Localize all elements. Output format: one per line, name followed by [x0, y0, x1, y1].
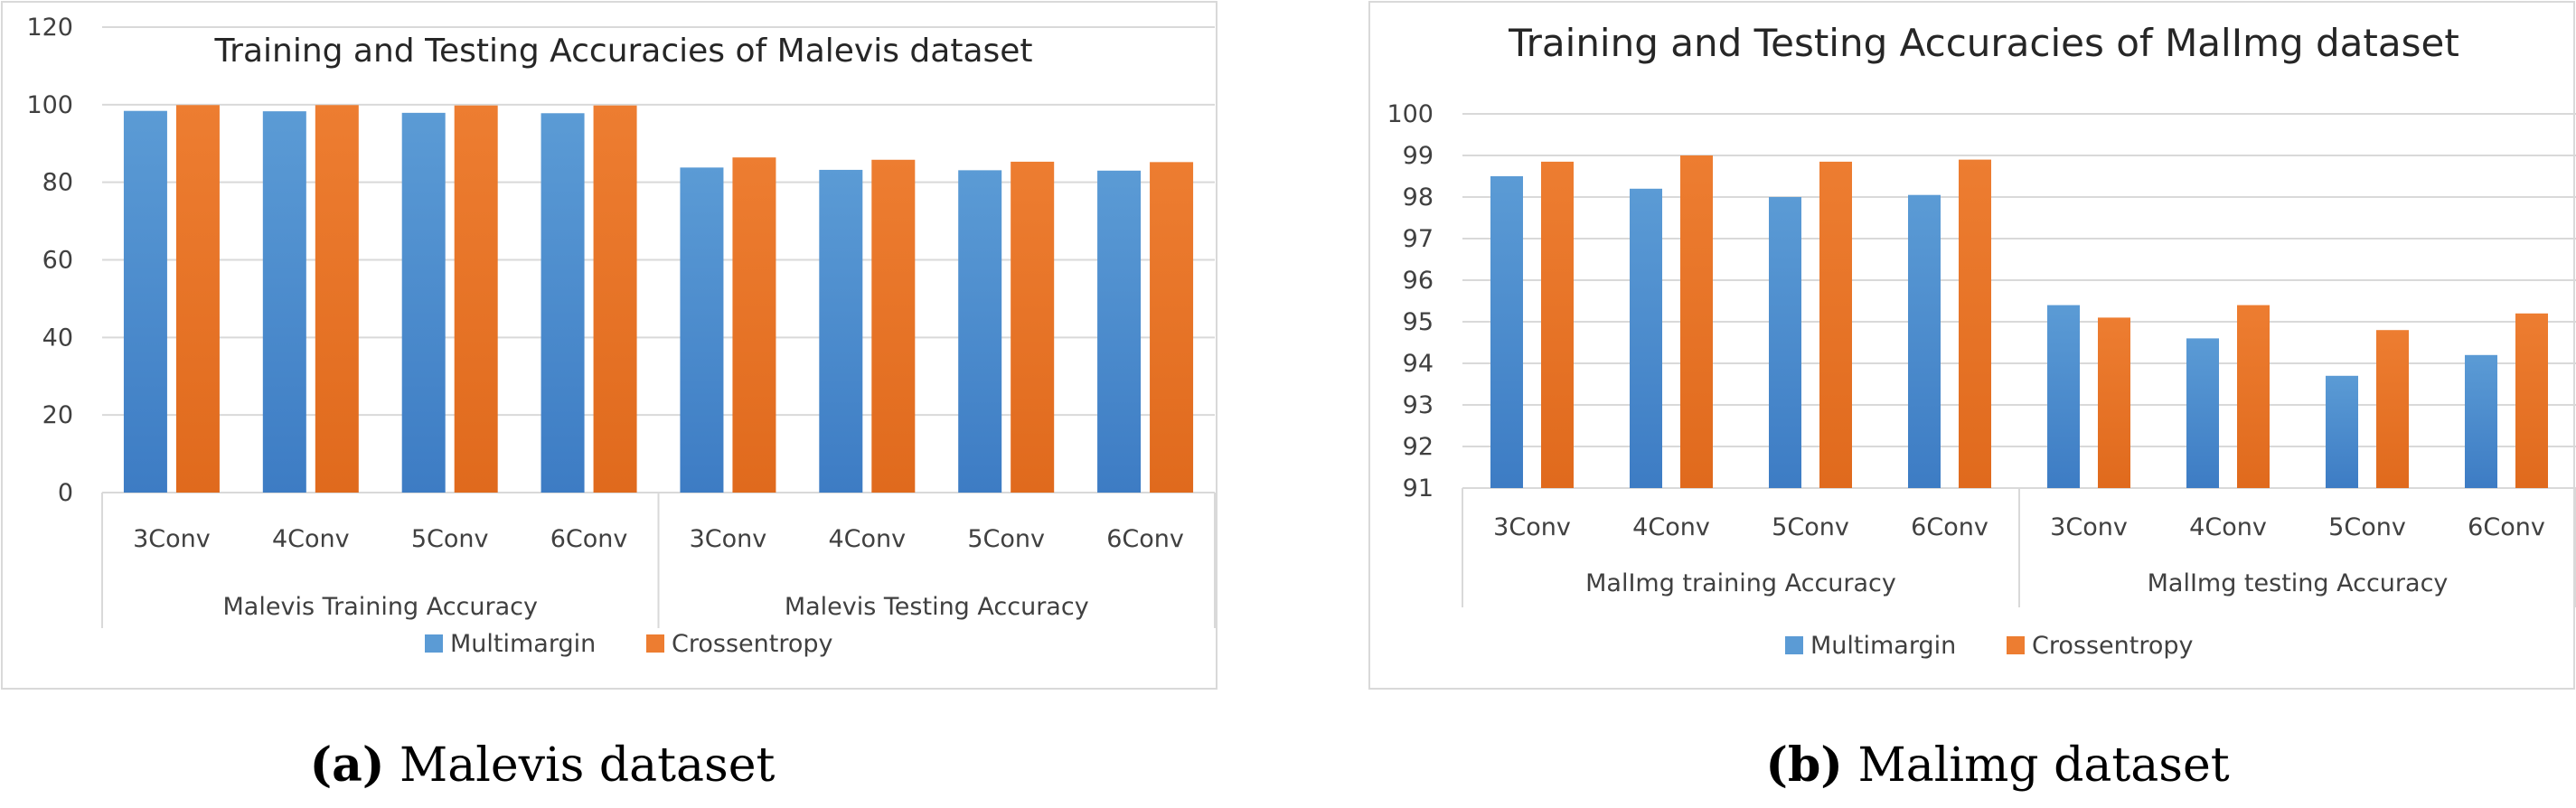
bar-crossentropy-1 [175, 105, 220, 493]
bar-crossentropy-4 [1959, 159, 1991, 488]
group-label: Malevis Testing Accuracy [785, 593, 1089, 621]
legend-label: Multimargin [450, 630, 596, 658]
x-tick-label: 3Conv [133, 525, 211, 553]
y-tick-label: 98 [1403, 183, 1434, 211]
bar-multimargin-5 [680, 167, 724, 493]
x-tick-label: 3Conv [2050, 513, 2128, 541]
bar-multimargin-1 [1490, 176, 1523, 488]
y-tick-label: 92 [1403, 433, 1434, 461]
x-tick-label: 6Conv [2468, 513, 2545, 541]
chart-malevis: Training and Testing Accuracies of Malev… [1, 1, 1217, 690]
bar-crossentropy-5 [732, 157, 776, 493]
y-tick-label: 40 [42, 324, 73, 352]
y-tick-label: 0 [58, 479, 73, 507]
x-tick-label: 4Conv [828, 525, 906, 553]
x-tick-label: 6Conv [550, 525, 628, 553]
x-tick-label: 6Conv [1106, 525, 1184, 553]
bar-crossentropy-7 [1011, 161, 1055, 493]
group-label: MalImg training Accuracy [1585, 569, 1896, 597]
x-tick-label: 5Conv [967, 525, 1045, 553]
bar-multimargin-1 [123, 110, 167, 493]
bar-multimargin-2 [1630, 188, 1662, 489]
caption-a: (a) Malevis dataset [208, 734, 877, 797]
y-tick-label: 96 [1403, 267, 1434, 295]
x-tick-label: 4Conv [272, 525, 350, 553]
bar-crossentropy-2 [1680, 155, 1713, 488]
bar-crossentropy-3 [1819, 161, 1852, 488]
x-tick-label: 6Conv [1911, 513, 1988, 541]
bar-multimargin-4 [541, 113, 585, 493]
y-tick-label: 97 [1403, 225, 1434, 253]
caption-b-tag: (b) [1765, 738, 1843, 793]
bar-multimargin-7 [958, 170, 1002, 493]
chart-malimg: Training and Testing Accuracies of MalIm… [1368, 1, 2576, 690]
legend-swatch-crossentropy [646, 634, 664, 653]
x-tick-label: 4Conv [1632, 513, 1710, 541]
group-label: Malevis Training Accuracy [223, 593, 538, 621]
legend-label: Crossentropy [2032, 632, 2193, 660]
legend-swatch-crossentropy [2007, 636, 2025, 654]
bar-crossentropy-8 [1150, 162, 1194, 493]
y-tick-label: 99 [1403, 142, 1434, 170]
bar-crossentropy-6 [871, 159, 916, 493]
legend-swatch-multimargin [425, 634, 443, 653]
bar-multimargin-6 [819, 169, 863, 493]
bar-crossentropy-4 [593, 105, 637, 493]
bar-crossentropy-6 [2237, 305, 2270, 488]
caption-b: (b) Malimg dataset [1654, 734, 2341, 797]
bar-crossentropy-8 [2515, 313, 2548, 488]
bar-crossentropy-5 [2098, 317, 2130, 488]
y-tick-label: 94 [1403, 350, 1434, 378]
caption-a-text: Malevis dataset [384, 738, 776, 793]
bar-crossentropy-1 [1541, 161, 1574, 488]
legend-label: Multimargin [1810, 632, 1956, 660]
bar-multimargin-8 [1097, 170, 1142, 493]
legend-swatch-multimargin [1785, 636, 1803, 654]
x-tick-label: 5Conv [411, 525, 489, 553]
y-tick-label: 100 [26, 91, 73, 119]
chart-title: Training and Testing Accuracies of MalIm… [1508, 21, 2459, 65]
x-tick-label: 5Conv [1772, 513, 1849, 541]
y-tick-label: 20 [42, 401, 73, 429]
bar-crossentropy-7 [2376, 330, 2409, 488]
bar-multimargin-6 [2186, 338, 2219, 488]
bar-multimargin-7 [2326, 375, 2358, 488]
y-tick-label: 120 [26, 14, 73, 42]
bar-crossentropy-2 [315, 105, 359, 493]
y-tick-label: 95 [1403, 308, 1434, 336]
y-tick-label: 80 [42, 169, 73, 197]
bar-multimargin-2 [262, 111, 306, 493]
chart-title: Training and Testing Accuracies of Malev… [213, 33, 1032, 70]
group-label: MalImg testing Accuracy [2148, 569, 2449, 597]
bar-multimargin-8 [2465, 354, 2497, 488]
caption-a-tag: (a) [309, 738, 385, 793]
legend-label: Crossentropy [672, 630, 832, 658]
bar-multimargin-5 [2047, 305, 2080, 488]
caption-b-text: Malimg dataset [1842, 738, 2230, 793]
bar-multimargin-4 [1908, 194, 1941, 488]
x-tick-label: 5Conv [2328, 513, 2406, 541]
x-tick-label: 4Conv [2189, 513, 2267, 541]
bar-crossentropy-3 [454, 105, 498, 493]
x-tick-label: 3Conv [690, 525, 767, 553]
bar-multimargin-3 [1769, 197, 1801, 488]
x-tick-label: 3Conv [1493, 513, 1571, 541]
y-tick-label: 100 [1387, 100, 1434, 128]
y-tick-label: 93 [1403, 391, 1434, 419]
bar-multimargin-3 [401, 112, 446, 493]
y-tick-label: 91 [1403, 474, 1434, 503]
y-tick-label: 60 [42, 247, 73, 275]
